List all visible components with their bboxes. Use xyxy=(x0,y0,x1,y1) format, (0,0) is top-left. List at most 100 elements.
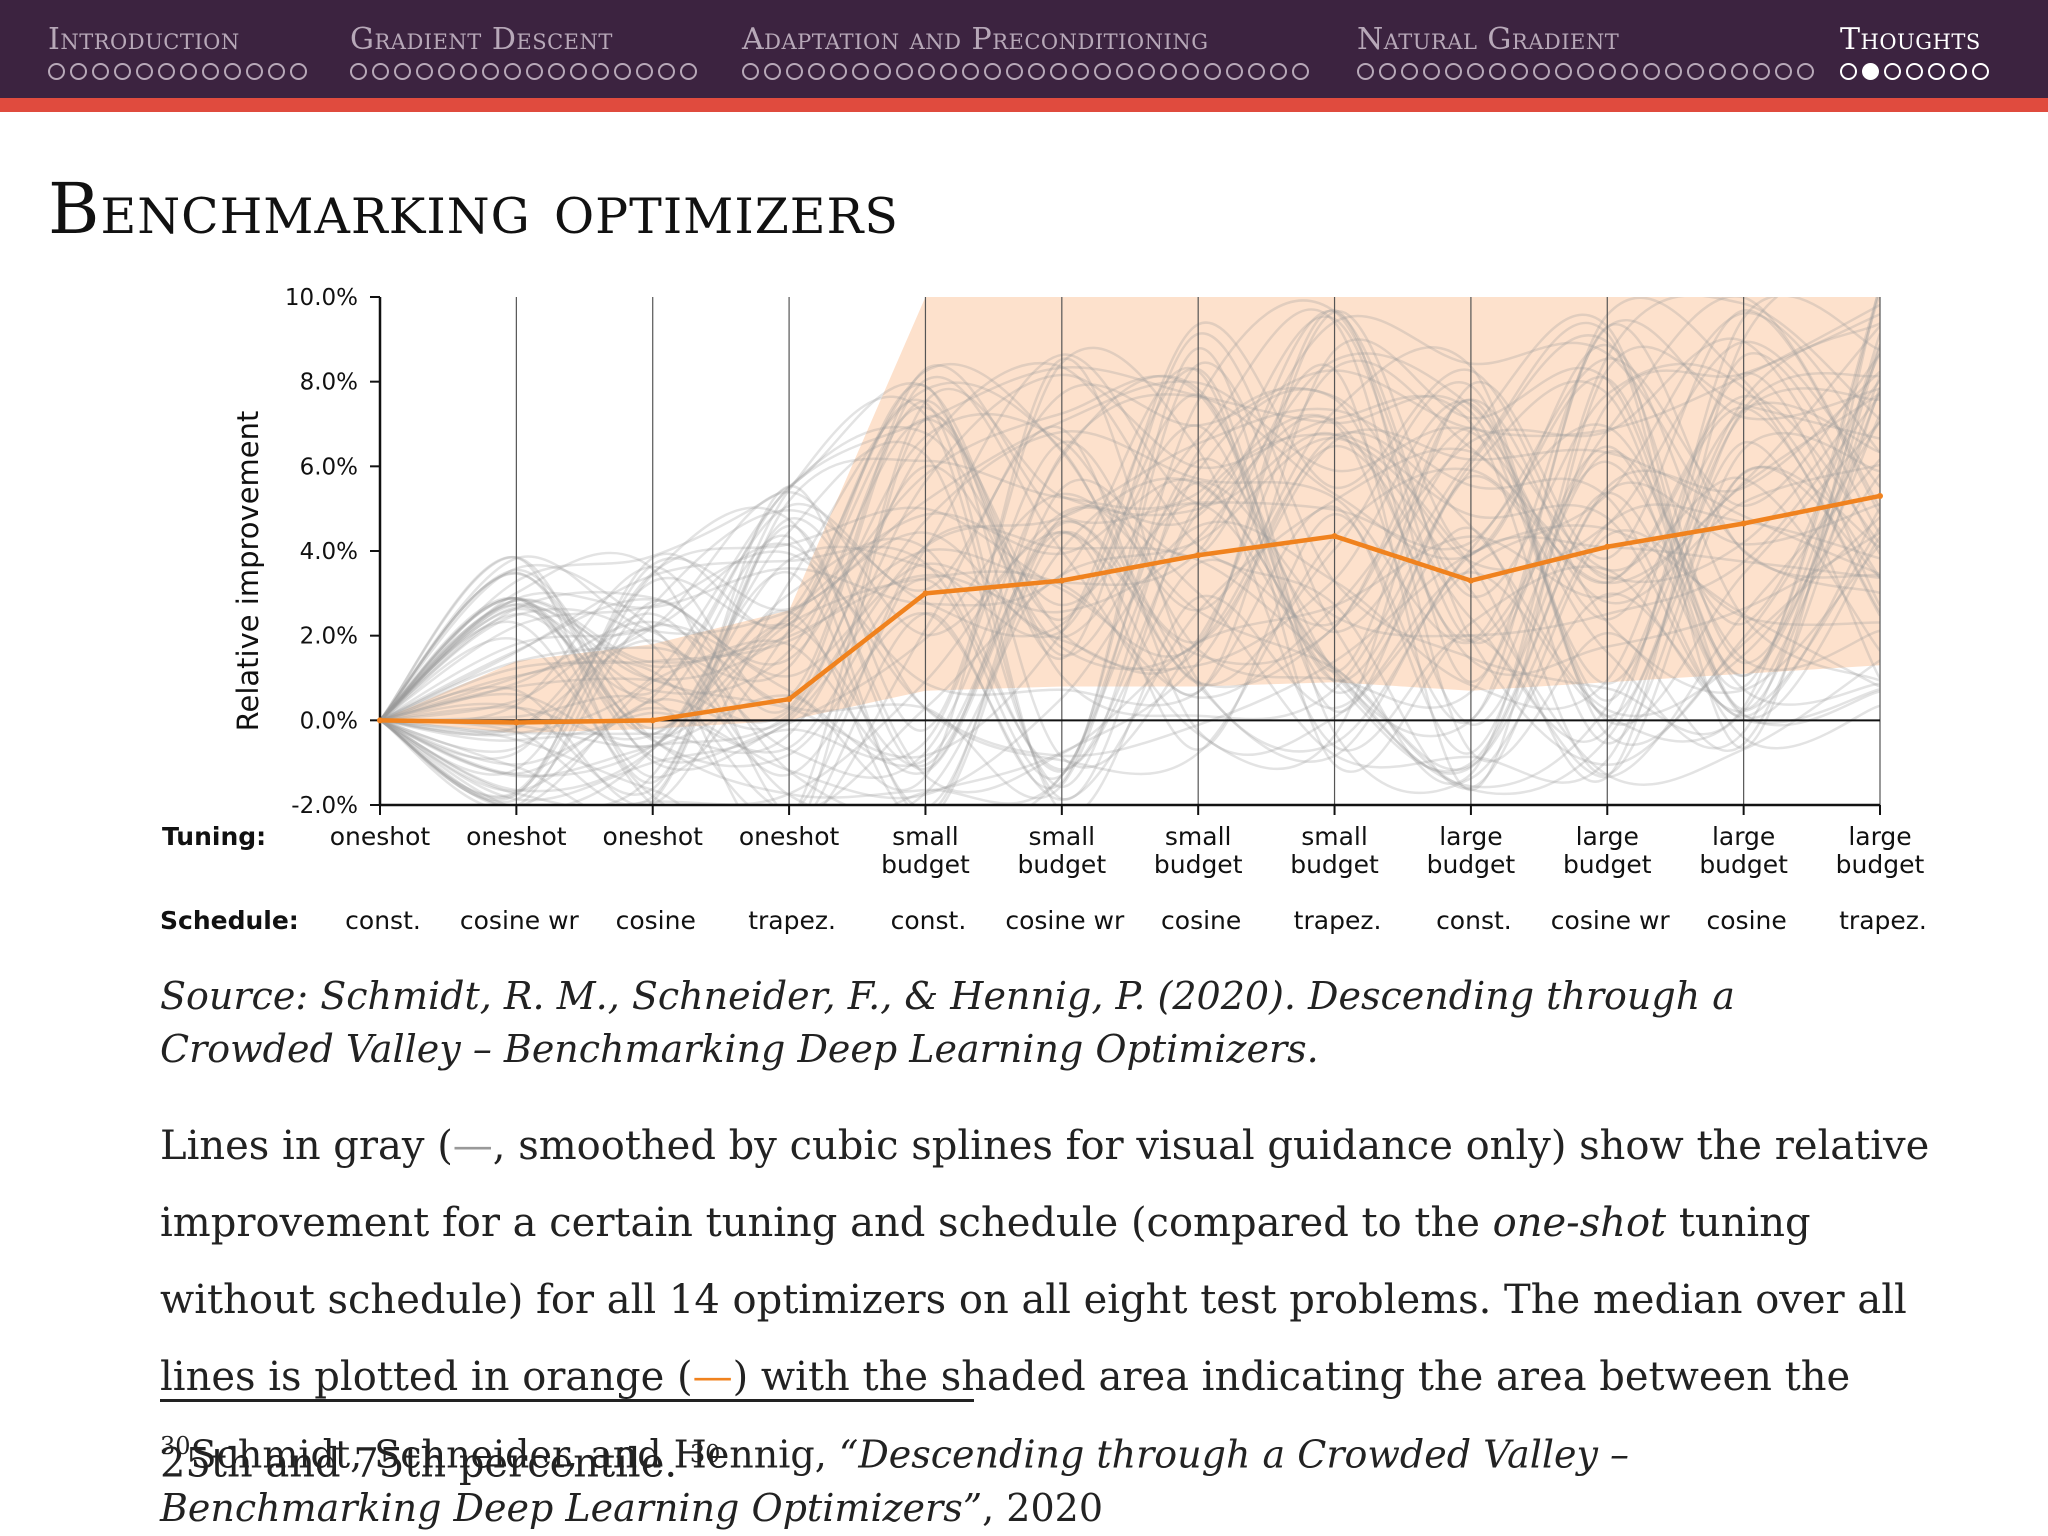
nav-slide-dot[interactable] xyxy=(1006,63,1023,80)
gray-line xyxy=(380,343,1880,805)
nav-slide-dot[interactable] xyxy=(830,63,847,80)
nav-slide-dot[interactable] xyxy=(1116,63,1133,80)
nav-slide-dot[interactable] xyxy=(1379,63,1396,80)
nav-slide-dot[interactable] xyxy=(1270,63,1287,80)
nav-slide-dot[interactable] xyxy=(918,63,935,80)
nav-slide-dot[interactable] xyxy=(350,63,367,80)
nav-slide-dot[interactable] xyxy=(92,63,109,80)
nav-slide-dot[interactable] xyxy=(1577,63,1594,80)
nav-slide-dot[interactable] xyxy=(1972,63,1989,80)
nav-slide-dot[interactable] xyxy=(1797,63,1814,80)
nav-slide-dot[interactable] xyxy=(940,63,957,80)
nav-slide-dot[interactable] xyxy=(504,63,521,80)
nav-slide-dot[interactable] xyxy=(1884,63,1901,80)
tuning-label: small xyxy=(1029,822,1096,851)
nav-slide-dot[interactable] xyxy=(482,63,499,80)
nav-slide-dot[interactable] xyxy=(1467,63,1484,80)
nav-slide-dot[interactable] xyxy=(1489,63,1506,80)
nav-slide-dot[interactable] xyxy=(984,63,1001,80)
nav-slide-dot[interactable] xyxy=(1423,63,1440,80)
nav-slide-dot[interactable] xyxy=(570,63,587,80)
nav-slide-dot[interactable] xyxy=(158,63,175,80)
nav-slide-dot[interactable] xyxy=(136,63,153,80)
nav-slide-dot[interactable] xyxy=(1401,63,1418,80)
nav-slide-dot[interactable] xyxy=(874,63,891,80)
nav-slide-dot[interactable] xyxy=(548,63,565,80)
nav-slide-dot[interactable] xyxy=(394,63,411,80)
nav-accent-stripe xyxy=(0,98,2048,112)
nav-slide-dot[interactable] xyxy=(764,63,781,80)
nav-slide-dot[interactable] xyxy=(1950,63,1967,80)
nav-section-adaptation[interactable]: Adaptation and Preconditioning xyxy=(742,22,1309,80)
nav-slide-dot[interactable] xyxy=(1050,63,1067,80)
nav-slide-dot[interactable] xyxy=(180,63,197,80)
nav-slide-dot[interactable] xyxy=(1511,63,1528,80)
nav-section-title[interactable]: Gradient Descent xyxy=(350,22,613,57)
gray-line xyxy=(380,337,1880,739)
nav-section-title[interactable]: Natural Gradient xyxy=(1357,22,1620,57)
nav-slide-dot[interactable] xyxy=(1687,63,1704,80)
nav-slide-dot[interactable] xyxy=(48,63,65,80)
nav-slide-dot[interactable] xyxy=(808,63,825,80)
nav-slide-dot[interactable] xyxy=(614,63,631,80)
nav-slide-dot[interactable] xyxy=(1599,63,1616,80)
gray-line xyxy=(380,333,1880,759)
nav-section-introduction[interactable]: Introduction xyxy=(48,22,307,80)
nav-slide-dot[interactable] xyxy=(290,63,307,80)
nav-slide-dot[interactable] xyxy=(438,63,455,80)
nav-slide-dot[interactable] xyxy=(680,63,697,80)
footnote-ref[interactable]: 30 xyxy=(689,1440,721,1468)
nav-slide-dot[interactable] xyxy=(1445,63,1462,80)
nav-slide-dot[interactable] xyxy=(1840,63,1857,80)
nav-slide-dot[interactable] xyxy=(1182,63,1199,80)
nav-slide-dot[interactable] xyxy=(1226,63,1243,80)
nav-slide-dot[interactable] xyxy=(1072,63,1089,80)
nav-slide-dot[interactable] xyxy=(742,63,759,80)
nav-slide-dot[interactable] xyxy=(416,63,433,80)
gray-line xyxy=(380,395,1880,805)
nav-slide-dot[interactable] xyxy=(1775,63,1792,80)
nav-slide-dot[interactable] xyxy=(1160,63,1177,80)
nav-slide-dot[interactable] xyxy=(268,63,285,80)
nav-section-natural-gradient[interactable]: Natural Gradient xyxy=(1357,22,1814,80)
nav-slide-dot[interactable] xyxy=(1248,63,1265,80)
chart-description: Lines in gray (—, smoothed by cubic spli… xyxy=(160,1108,1940,1502)
nav-slide-dot[interactable] xyxy=(852,63,869,80)
nav-slide-dot[interactable] xyxy=(1094,63,1111,80)
nav-slide-dot[interactable] xyxy=(592,63,609,80)
nav-slide-dot[interactable] xyxy=(114,63,131,80)
nav-slide-dot[interactable] xyxy=(1731,63,1748,80)
nav-slide-dot[interactable] xyxy=(1533,63,1550,80)
nav-slide-dot[interactable] xyxy=(1555,63,1572,80)
nav-slide-dot[interactable] xyxy=(636,63,653,80)
nav-slide-dot[interactable] xyxy=(460,63,477,80)
nav-slide-dot[interactable] xyxy=(962,63,979,80)
nav-section-title[interactable]: Thoughts xyxy=(1840,22,1981,57)
nav-slide-dot[interactable] xyxy=(786,63,803,80)
nav-slide-dot[interactable] xyxy=(896,63,913,80)
nav-section-gradient-descent[interactable]: Gradient Descent xyxy=(350,22,697,80)
nav-slide-dot[interactable] xyxy=(1028,63,1045,80)
nav-slide-dot[interactable] xyxy=(1621,63,1638,80)
nav-slide-dot[interactable] xyxy=(246,63,263,80)
nav-slide-dot[interactable] xyxy=(658,63,675,80)
nav-slide-dot[interactable] xyxy=(1357,63,1374,80)
nav-slide-dot[interactable] xyxy=(1204,63,1221,80)
nav-slide-dot[interactable] xyxy=(372,63,389,80)
nav-slide-dot[interactable] xyxy=(1753,63,1770,80)
nav-slide-dot[interactable] xyxy=(1643,63,1660,80)
nav-slide-dot[interactable] xyxy=(526,63,543,80)
nav-slide-dot[interactable] xyxy=(1906,63,1923,80)
nav-slide-dot[interactable] xyxy=(202,63,219,80)
nav-slide-dot[interactable] xyxy=(1709,63,1726,80)
nav-slide-dot[interactable] xyxy=(1665,63,1682,80)
nav-slide-dot[interactable] xyxy=(1862,63,1879,80)
nav-section-thoughts[interactable]: Thoughts xyxy=(1840,22,1989,80)
nav-slide-dot[interactable] xyxy=(70,63,87,80)
nav-slide-dot[interactable] xyxy=(1928,63,1945,80)
nav-slide-dot[interactable] xyxy=(1138,63,1155,80)
nav-section-title[interactable]: Adaptation and Preconditioning xyxy=(742,22,1209,57)
nav-section-title[interactable]: Introduction xyxy=(48,22,240,57)
nav-slide-dot[interactable] xyxy=(1292,63,1309,80)
nav-slide-dot[interactable] xyxy=(224,63,241,80)
